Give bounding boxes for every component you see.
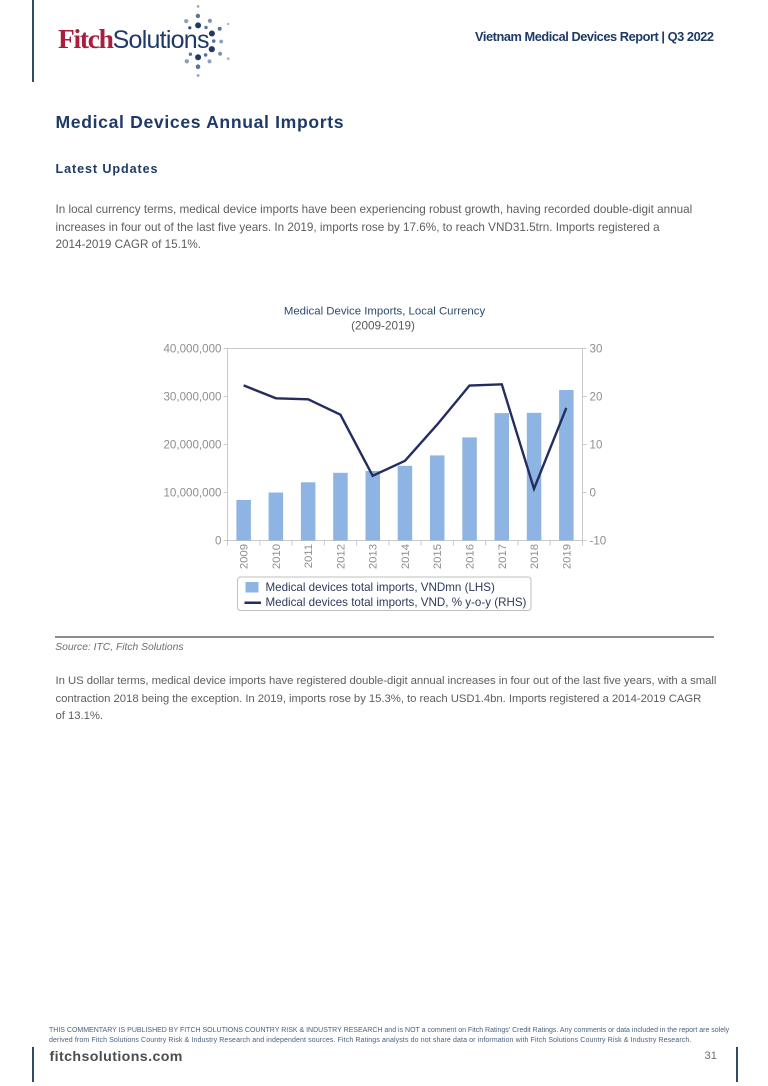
svg-text:2009: 2009 [239,544,251,569]
svg-text:Medical devices total imports,: Medical devices total imports, VND, % y-… [266,596,527,609]
svg-text:40,000,000: 40,000,000 [163,343,221,356]
svg-text:2018: 2018 [529,544,541,569]
svg-text:2012: 2012 [335,544,347,569]
svg-text:10,000,000: 10,000,000 [163,487,221,500]
svg-text:20,000,000: 20,000,000 [163,439,221,452]
svg-text:20: 20 [590,391,603,404]
svg-text:0: 0 [215,535,221,548]
svg-text:2019: 2019 [561,544,573,569]
svg-text:Medical Device Imports, Local: Medical Device Imports, Local Currency [284,306,486,318]
svg-text:0: 0 [590,487,596,500]
svg-text:2011: 2011 [303,544,315,568]
svg-text:2014: 2014 [400,544,412,569]
svg-text:Medical devices total imports,: Medical devices total imports, VNDmn (LH… [266,581,496,594]
svg-text:2010: 2010 [271,544,283,569]
svg-text:10: 10 [590,439,603,452]
svg-text:2017: 2017 [497,544,509,569]
svg-text:2015: 2015 [432,544,444,569]
svg-text:30,000,000: 30,000,000 [163,391,221,404]
svg-text:2016: 2016 [465,544,477,569]
svg-text:2013: 2013 [368,544,380,569]
svg-text:-10: -10 [590,535,607,548]
svg-text:(2009-2019): (2009-2019) [351,320,415,333]
svg-text:30: 30 [590,343,603,356]
